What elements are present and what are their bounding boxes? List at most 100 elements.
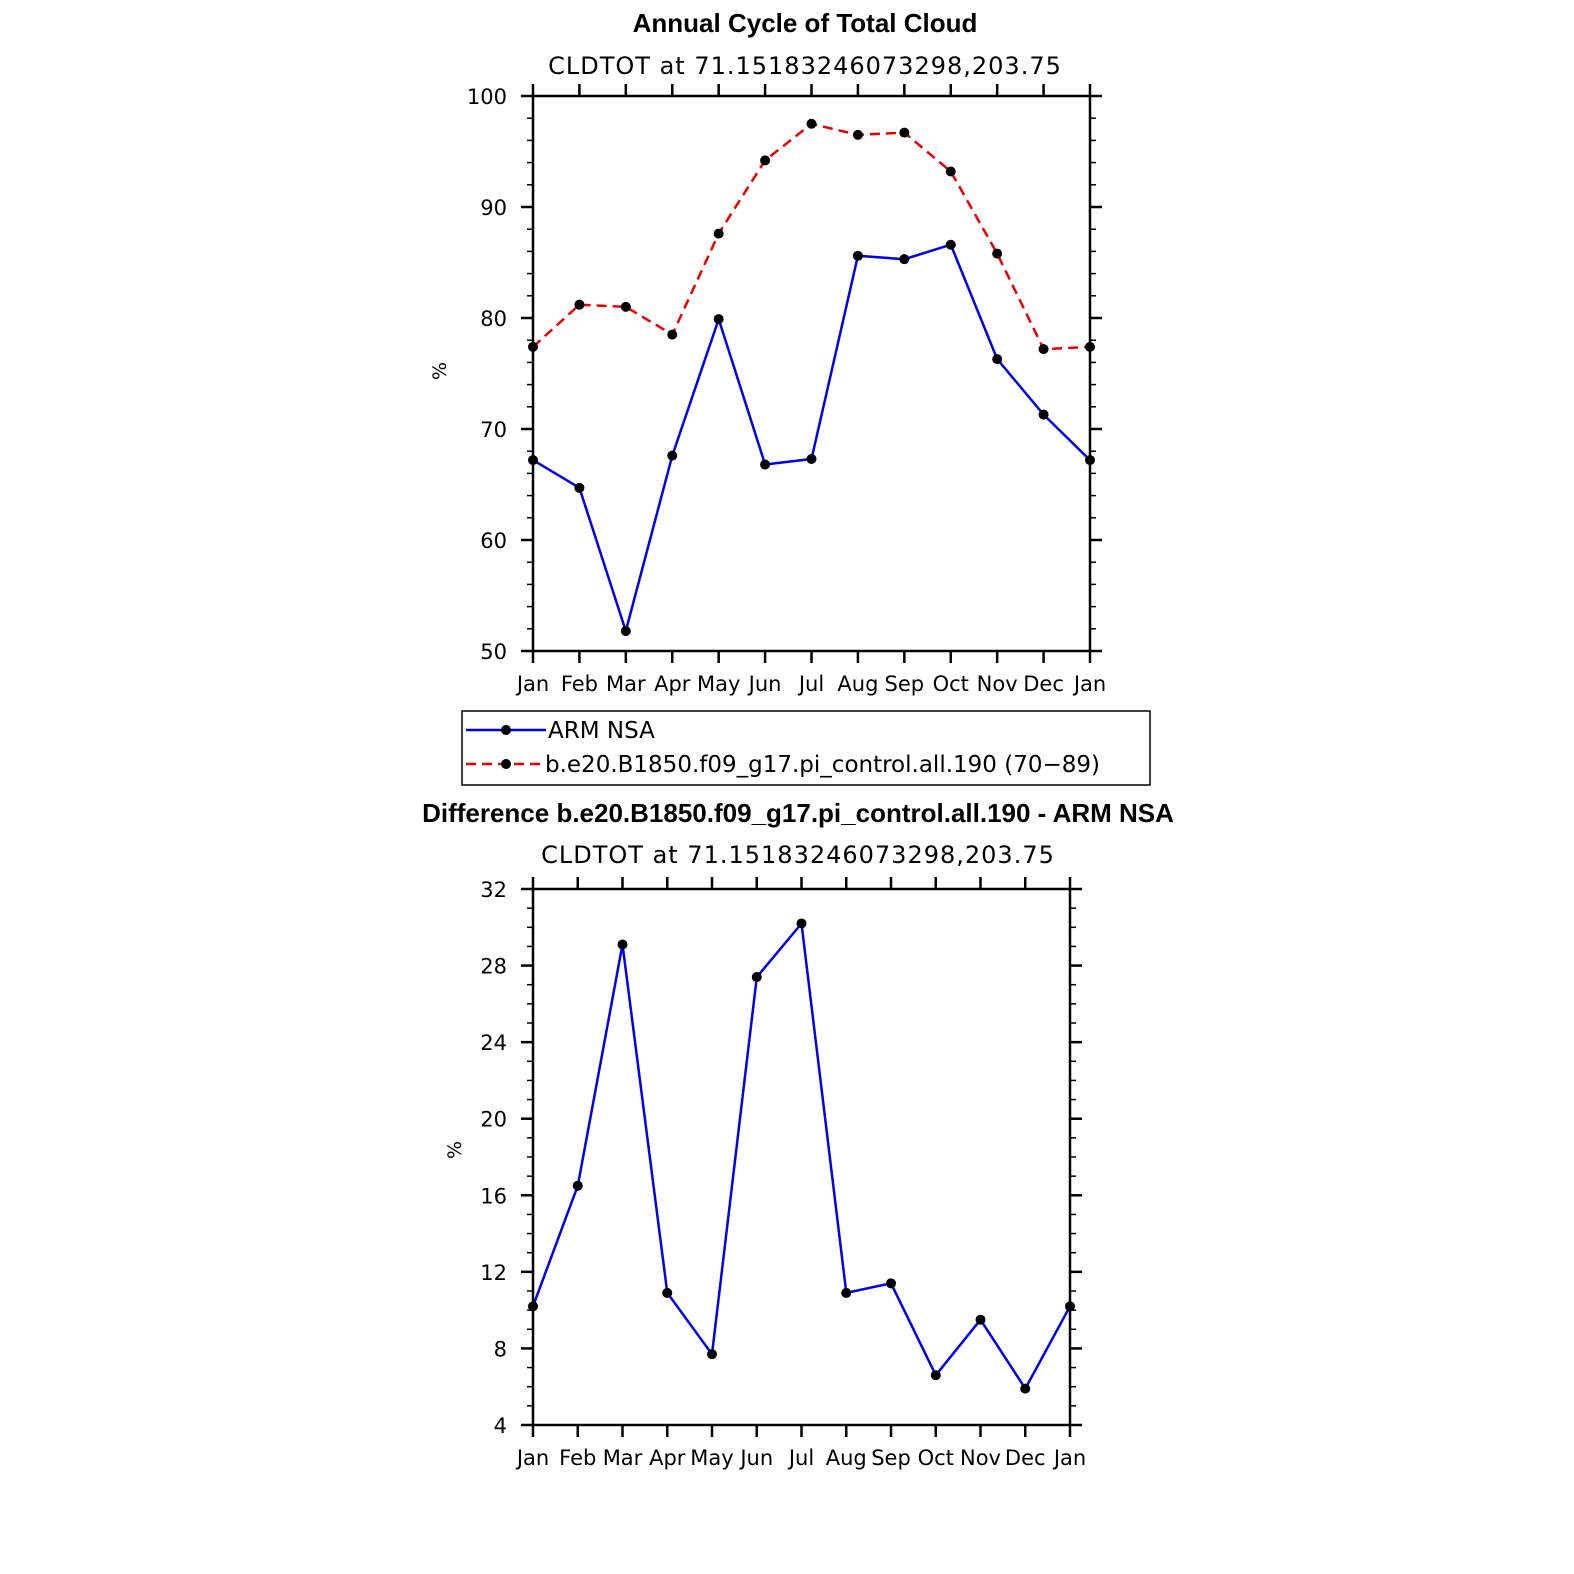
y-tick-label: 60	[480, 529, 507, 553]
plot-area: 50 60 70 80 90 100 Jan Feb Mar Apr May Jun Jul Aug Sep…	[467, 84, 1106, 696]
data-point	[1020, 1383, 1031, 1394]
plot-frame	[531, 887, 1072, 1427]
data-point	[975, 1314, 986, 1325]
legend: ARM NSA b.e20.B1850.f09_g17.pi_control.a…	[461, 710, 1151, 786]
chart-subtitle: CLDTOT at 71.15183246073298,203.75	[548, 52, 1062, 80]
x-tick-label: May	[697, 672, 740, 696]
legend-box	[461, 710, 1151, 786]
data-point	[930, 1370, 941, 1381]
data-point	[528, 455, 538, 466]
data-point	[617, 939, 628, 950]
x-tick-label: Jan	[1072, 672, 1106, 696]
data-point	[528, 341, 538, 352]
data-point	[1065, 1301, 1075, 1312]
data-point	[841, 1287, 852, 1298]
x-tick-label: Oct	[933, 672, 969, 696]
chart-title: Difference b.e20.B1850.f09_g17.pi_contro…	[422, 798, 1174, 828]
legend-marker-model	[501, 759, 511, 769]
legend-marker-arm-nsa	[501, 725, 511, 735]
data-point	[806, 118, 817, 129]
data-point	[528, 1301, 538, 1312]
data-point	[899, 127, 910, 138]
y-tick-label: 4	[494, 1414, 507, 1438]
data-point	[667, 329, 678, 340]
data-point	[620, 626, 631, 637]
x-tick-label: Sep	[871, 1446, 911, 1470]
data-point	[796, 918, 807, 929]
x-tick-label: Nov	[960, 1446, 1001, 1470]
data-point	[713, 314, 724, 325]
data-point	[574, 299, 585, 310]
x-tick-label: Nov	[977, 672, 1018, 696]
chart-subtitle: CLDTOT at 71.15183246073298,203.75	[541, 841, 1055, 869]
x-tick-label: May	[690, 1446, 733, 1470]
x-tick-label: Jan	[515, 672, 549, 696]
plot-frame	[531, 94, 1092, 653]
chart-title: Annual Cycle of Total Cloud	[633, 8, 978, 38]
x-tick-label: Jan	[1052, 1446, 1086, 1470]
data-point	[1038, 409, 1049, 420]
y-tick-label: 28	[480, 955, 507, 979]
x-tick-label: Jul	[797, 672, 824, 696]
data-point	[760, 155, 771, 166]
x-tick-label: Oct	[918, 1446, 954, 1470]
series-line-0	[531, 922, 1072, 1390]
legend-label-model: b.e20.B1850.f09_g17.pi_control.all.190 (…	[545, 752, 1100, 778]
y-tick-label: 24	[480, 1031, 507, 1055]
data-point	[667, 450, 678, 461]
data-point	[662, 1287, 673, 1298]
legend-label-arm-nsa: ARM NSA	[548, 718, 655, 744]
x-tick-label: Jun	[738, 1446, 773, 1470]
x-tick-label: Jun	[747, 672, 782, 696]
y-tick-label: 8	[494, 1337, 507, 1361]
y-axis-label: %	[429, 362, 451, 380]
y-tick-label: 70	[480, 418, 507, 442]
difference-chart: Difference b.e20.B1850.f09_g17.pi_contro…	[422, 798, 1174, 1470]
data-point	[572, 1180, 583, 1191]
x-tick-label: Jul	[787, 1446, 814, 1470]
data-point	[852, 250, 863, 261]
y-tick-label: 20	[480, 1108, 507, 1132]
y-tick-label: 12	[480, 1261, 507, 1285]
data-point	[886, 1278, 896, 1289]
data-point	[945, 166, 956, 177]
data-point	[945, 239, 956, 250]
data-point	[760, 459, 771, 470]
data-point	[806, 453, 817, 464]
y-tick-label: 50	[480, 640, 507, 664]
y-tick-label: 32	[480, 878, 507, 902]
x-tick-label: Mar	[603, 1446, 643, 1470]
x-tick-label: Apr	[649, 1446, 686, 1470]
data-point	[899, 254, 910, 265]
x-tick-label: Apr	[654, 672, 691, 696]
x-tick-label: Dec	[1023, 672, 1064, 696]
data-point	[574, 482, 585, 493]
x-tick-label: Mar	[606, 672, 646, 696]
y-tick-label: 90	[480, 196, 507, 220]
data-point	[992, 354, 1003, 365]
data-point	[713, 228, 724, 239]
data-point	[852, 129, 863, 140]
data-point	[707, 1349, 717, 1360]
series-line-1	[532, 122, 1091, 351]
x-tick-label: Feb	[559, 1446, 596, 1470]
x-tick-label: Aug	[826, 1446, 867, 1470]
x-tick-label: Sep	[885, 672, 925, 696]
y-tick-label: 100	[467, 85, 507, 109]
data-point	[1085, 455, 1095, 466]
x-tick-label: Jan	[515, 1446, 549, 1470]
y-tick-label: 16	[480, 1184, 507, 1208]
x-tick-label: Aug	[837, 672, 878, 696]
data-point	[1085, 341, 1095, 352]
data-point	[620, 301, 631, 312]
annual-cycle-chart: Annual Cycle of Total Cloud CLDTOT at 71…	[429, 8, 1151, 786]
data-point	[1038, 344, 1049, 355]
data-point	[992, 248, 1003, 259]
x-tick-label: Feb	[561, 672, 598, 696]
y-axis-label: %	[444, 1141, 466, 1159]
data-point	[751, 972, 762, 983]
series-line-0	[532, 243, 1091, 633]
plot-area: 4 8 12 16 20 24 28 32 Jan Feb Mar Apr May Jun Jul Aug Se…	[480, 877, 1086, 1470]
y-tick-label: 80	[480, 307, 507, 331]
